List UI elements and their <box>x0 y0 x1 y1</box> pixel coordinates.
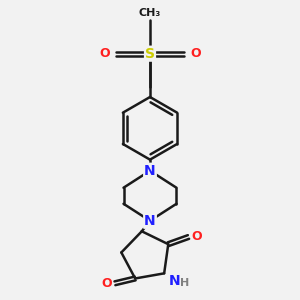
Text: N: N <box>144 164 156 178</box>
Text: N: N <box>169 274 181 288</box>
Text: O: O <box>190 47 201 60</box>
Text: O: O <box>99 47 110 60</box>
Text: N: N <box>144 214 156 228</box>
Text: S: S <box>145 47 155 61</box>
Text: O: O <box>192 230 203 244</box>
Text: CH₃: CH₃ <box>139 8 161 18</box>
Text: H: H <box>180 278 189 288</box>
Text: O: O <box>101 277 112 290</box>
